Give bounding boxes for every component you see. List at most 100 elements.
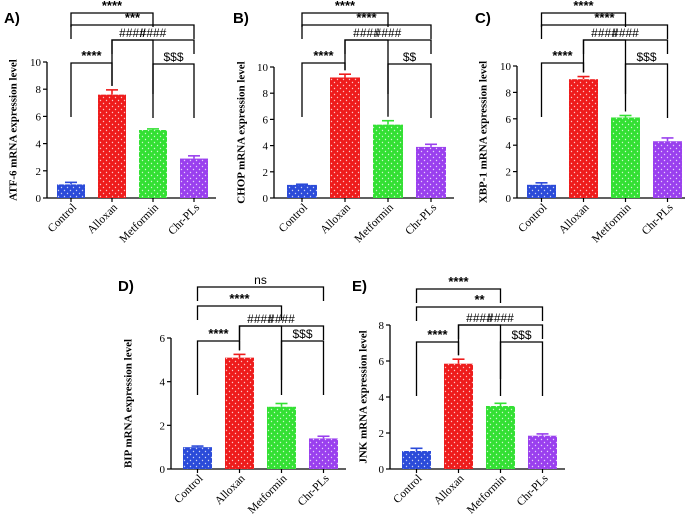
significance-bracket — [624, 63, 669, 118]
y-tick-label: 4 — [36, 139, 42, 151]
x-category-label: Alloxan — [318, 201, 353, 236]
x-category-label: Metformin — [117, 201, 161, 245]
significance-bracket — [301, 24, 432, 39]
significance-label: **** — [313, 48, 334, 63]
significance-bracket — [70, 12, 154, 27]
bar-texture-chr-pls — [180, 158, 208, 198]
bar-texture-chr-pls — [416, 146, 446, 198]
significance-label: **** — [448, 274, 469, 289]
y-axis-label: CHOP mRNA expression level — [236, 61, 248, 203]
significance-bracket — [540, 24, 669, 39]
y-tick-label: 6 — [263, 114, 269, 126]
panel-b: B) CHOP mRNA expression level 0 2 4 6 8 10 Contr… — [233, 0, 454, 245]
significance-label: $$$ — [163, 50, 183, 64]
bar-texture-metformin — [139, 130, 167, 198]
y-axis-label: XBP-1 mRNA expression level — [478, 61, 490, 203]
y-tick-label: 8 — [379, 320, 385, 332]
y-tick-label: 2 — [263, 167, 269, 179]
y-tick-label: 8 — [506, 87, 512, 99]
y-tick-label: 0 — [379, 464, 385, 476]
significance-label: **** — [102, 0, 123, 13]
significance-label: *** — [125, 10, 141, 25]
panel-a: A) ATF-6 mRNA expression level 0 2 4 6 8 10 Cont… — [4, 0, 216, 245]
bar-texture-alloxan — [569, 79, 598, 198]
y-tick-label: 6 — [379, 356, 385, 368]
significance-label: $$$ — [511, 328, 531, 342]
y-tick-label: 4 — [506, 140, 512, 152]
y-tick-label: 8 — [36, 84, 42, 96]
bar-texture-alloxan — [330, 77, 360, 198]
x-category-label: Control — [46, 202, 79, 235]
significance-label: **** — [552, 48, 573, 63]
y-axis-label: BIP mRNA expression level — [123, 339, 135, 468]
bar-texture-control — [183, 447, 212, 469]
x-category-label: Alloxan — [85, 201, 120, 236]
significance-label: **** — [594, 10, 615, 25]
significance-label: **** — [356, 10, 377, 25]
y-axis-label: ATF-6 mRNA expression level — [8, 59, 20, 201]
significance-bracket — [387, 63, 432, 118]
significance-label: **** — [229, 291, 250, 306]
significance-bracket — [415, 306, 544, 321]
y-tick-label: 2 — [36, 166, 42, 178]
x-category-label: Control — [277, 202, 310, 235]
significance-label: ** — [474, 292, 485, 307]
y-tick-label: 10 — [257, 62, 269, 74]
significance-label: #### — [353, 26, 380, 40]
significance-bracket — [70, 24, 195, 39]
x-category-label: Chr-PLs — [640, 201, 676, 237]
y-tick-label: 0 — [506, 193, 512, 205]
bar-texture-chr-pls — [309, 438, 338, 469]
y-tick-label: 6 — [36, 111, 42, 123]
bar-texture-metformin — [267, 406, 296, 469]
significance-label: #### — [247, 312, 274, 326]
x-category-label: Control — [516, 202, 549, 235]
significance-bracket — [280, 340, 325, 395]
y-tick-label: 4 — [160, 377, 166, 389]
panel-d: D) BIP mRNA expression level 0 2 4 6 Control Al… — [118, 273, 346, 516]
y-tick-label: 0 — [263, 193, 269, 205]
y-tick-label: 10 — [500, 61, 512, 73]
significance-label: **** — [81, 48, 102, 63]
panel-label: C) — [475, 10, 491, 27]
bar-texture-control — [287, 184, 317, 198]
y-tick-label: 4 — [379, 392, 385, 404]
x-category-label: Chr-PLs — [166, 201, 202, 237]
significance-label: #### — [140, 26, 167, 40]
significance-bracket — [196, 305, 283, 320]
y-tick-label: 2 — [379, 428, 385, 440]
y-tick-label: 6 — [160, 333, 166, 345]
significance-bracket — [415, 288, 502, 303]
significance-label: #### — [119, 26, 146, 40]
significance-bracket — [301, 12, 389, 27]
x-category-label: Metformin — [246, 472, 290, 516]
y-tick-label: 6 — [506, 114, 512, 126]
y-tick-label: 2 — [506, 167, 512, 179]
panel-c: C) XBP-1 mRNA expression level 0 2 4 6 8 10 Cont… — [475, 0, 685, 245]
significance-label: #### — [591, 26, 618, 40]
bar-texture-metformin — [486, 406, 515, 469]
bar-texture-control — [527, 184, 556, 198]
bar-texture-metformin — [611, 117, 640, 198]
y-tick-label: 0 — [36, 193, 42, 205]
panel-e: E) JNK mRNA expression level 0 2 4 6 8 Control A… — [352, 274, 565, 516]
x-category-label: Metformin — [590, 201, 634, 245]
significance-bracket — [152, 63, 195, 118]
significance-bracket — [540, 12, 627, 27]
x-category-label: Chr-PLs — [296, 472, 332, 508]
significance-label: #### — [466, 311, 493, 325]
y-tick-label: 8 — [263, 88, 269, 100]
significance-label: #### — [375, 26, 402, 40]
significance-label: **** — [208, 326, 229, 341]
significance-bracket — [111, 39, 154, 94]
x-category-label: Control — [391, 473, 424, 506]
significance-label: ns — [254, 273, 267, 287]
x-category-label: Metformin — [465, 472, 509, 516]
x-category-label: Alloxan — [557, 201, 592, 236]
panel-label: A) — [4, 10, 20, 27]
y-tick-label: 0 — [160, 464, 166, 476]
significance-label: **** — [427, 327, 448, 342]
significance-bracket — [499, 341, 544, 396]
significance-label: $$ — [403, 50, 417, 64]
